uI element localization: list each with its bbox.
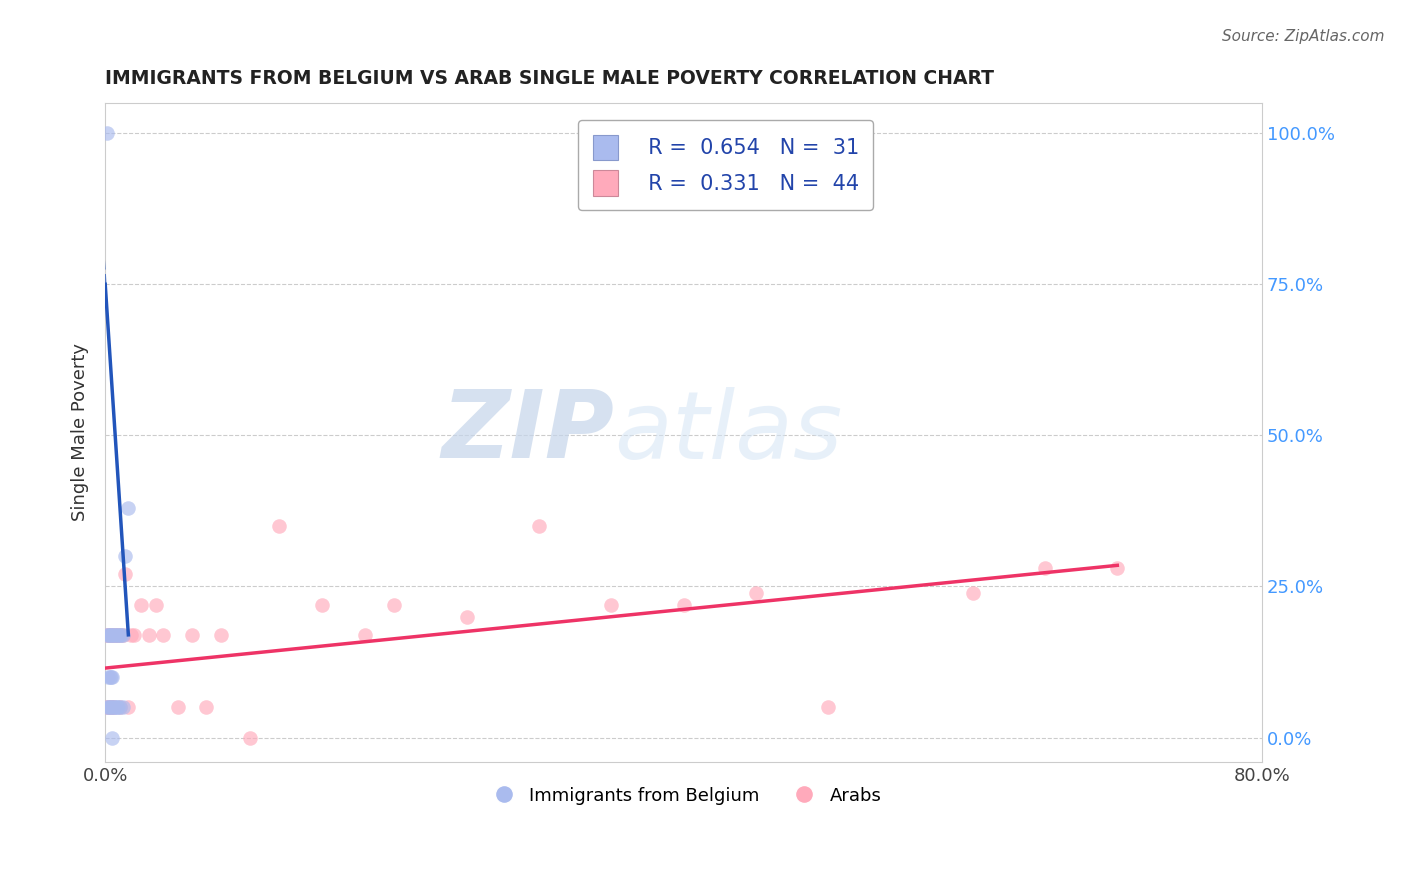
Point (108, 700, 131, 714)
Point (103, 700, 125, 714)
Point (456, 609, 478, 624)
Point (138, 628, 160, 642)
Point (96, 628, 118, 642)
Point (105, 628, 128, 642)
Point (108, 628, 131, 642)
Point (311, 598, 333, 612)
Point (122, 628, 145, 642)
Point (100, 628, 122, 642)
Point (817, 700, 839, 714)
Point (181, 628, 204, 642)
Point (98, 628, 121, 642)
Point (97, 670, 120, 684)
Text: ZIP: ZIP (441, 386, 614, 478)
Point (1033, 561, 1056, 575)
Point (111, 700, 134, 714)
Point (100, 700, 122, 714)
Point (100, 628, 122, 642)
Point (97, 628, 120, 642)
Point (97, 700, 120, 714)
Point (117, 700, 139, 714)
Text: Source: ZipAtlas.com: Source: ZipAtlas.com (1222, 29, 1385, 44)
Text: atlas: atlas (614, 387, 842, 478)
Legend: Immigrants from Belgium, Arabs: Immigrants from Belgium, Arabs (478, 780, 889, 812)
Point (166, 700, 188, 714)
Point (111, 628, 134, 642)
Point (101, 628, 124, 642)
Point (354, 628, 377, 642)
Point (96, 628, 118, 642)
Point (105, 700, 128, 714)
Point (98, 700, 121, 714)
Point (97, 628, 120, 642)
Point (107, 628, 129, 642)
Point (672, 598, 695, 612)
Point (962, 585, 984, 599)
Point (103, 628, 125, 642)
Point (745, 585, 768, 599)
Point (96, 700, 118, 714)
Point (114, 549, 136, 564)
Point (114, 567, 136, 582)
Point (98, 700, 121, 714)
Point (120, 628, 142, 642)
Point (105, 628, 128, 642)
Point (98, 670, 121, 684)
Y-axis label: Single Male Poverty: Single Male Poverty (72, 343, 89, 521)
Point (209, 628, 232, 642)
Point (107, 700, 129, 714)
Point (104, 700, 127, 714)
Point (100, 670, 122, 684)
Point (527, 519, 550, 533)
Point (101, 670, 124, 684)
Point (131, 598, 153, 612)
Point (117, 500, 139, 515)
Text: IMMIGRANTS FROM BELGIUM VS ARAB SINGLE MALE POVERTY CORRELATION CHART: IMMIGRANTS FROM BELGIUM VS ARAB SINGLE M… (105, 69, 994, 87)
Point (96, 700, 118, 714)
Point (96, 126, 118, 140)
Point (111, 628, 134, 642)
Point (103, 700, 125, 714)
Point (97, 700, 120, 714)
Point (98, 628, 121, 642)
Point (103, 628, 125, 642)
Point (600, 598, 623, 612)
Point (101, 700, 124, 714)
Point (145, 598, 167, 612)
Point (1107, 561, 1129, 575)
Point (100, 700, 122, 714)
Point (101, 628, 124, 642)
Point (107, 628, 129, 642)
Point (108, 700, 131, 714)
Point (104, 628, 127, 642)
Point (101, 731, 124, 745)
Point (152, 628, 174, 642)
Point (101, 700, 124, 714)
Point (267, 519, 290, 533)
Point (104, 628, 127, 642)
Point (239, 731, 262, 745)
Point (110, 628, 132, 642)
Point (384, 598, 406, 612)
Point (108, 628, 131, 642)
Point (195, 700, 218, 714)
